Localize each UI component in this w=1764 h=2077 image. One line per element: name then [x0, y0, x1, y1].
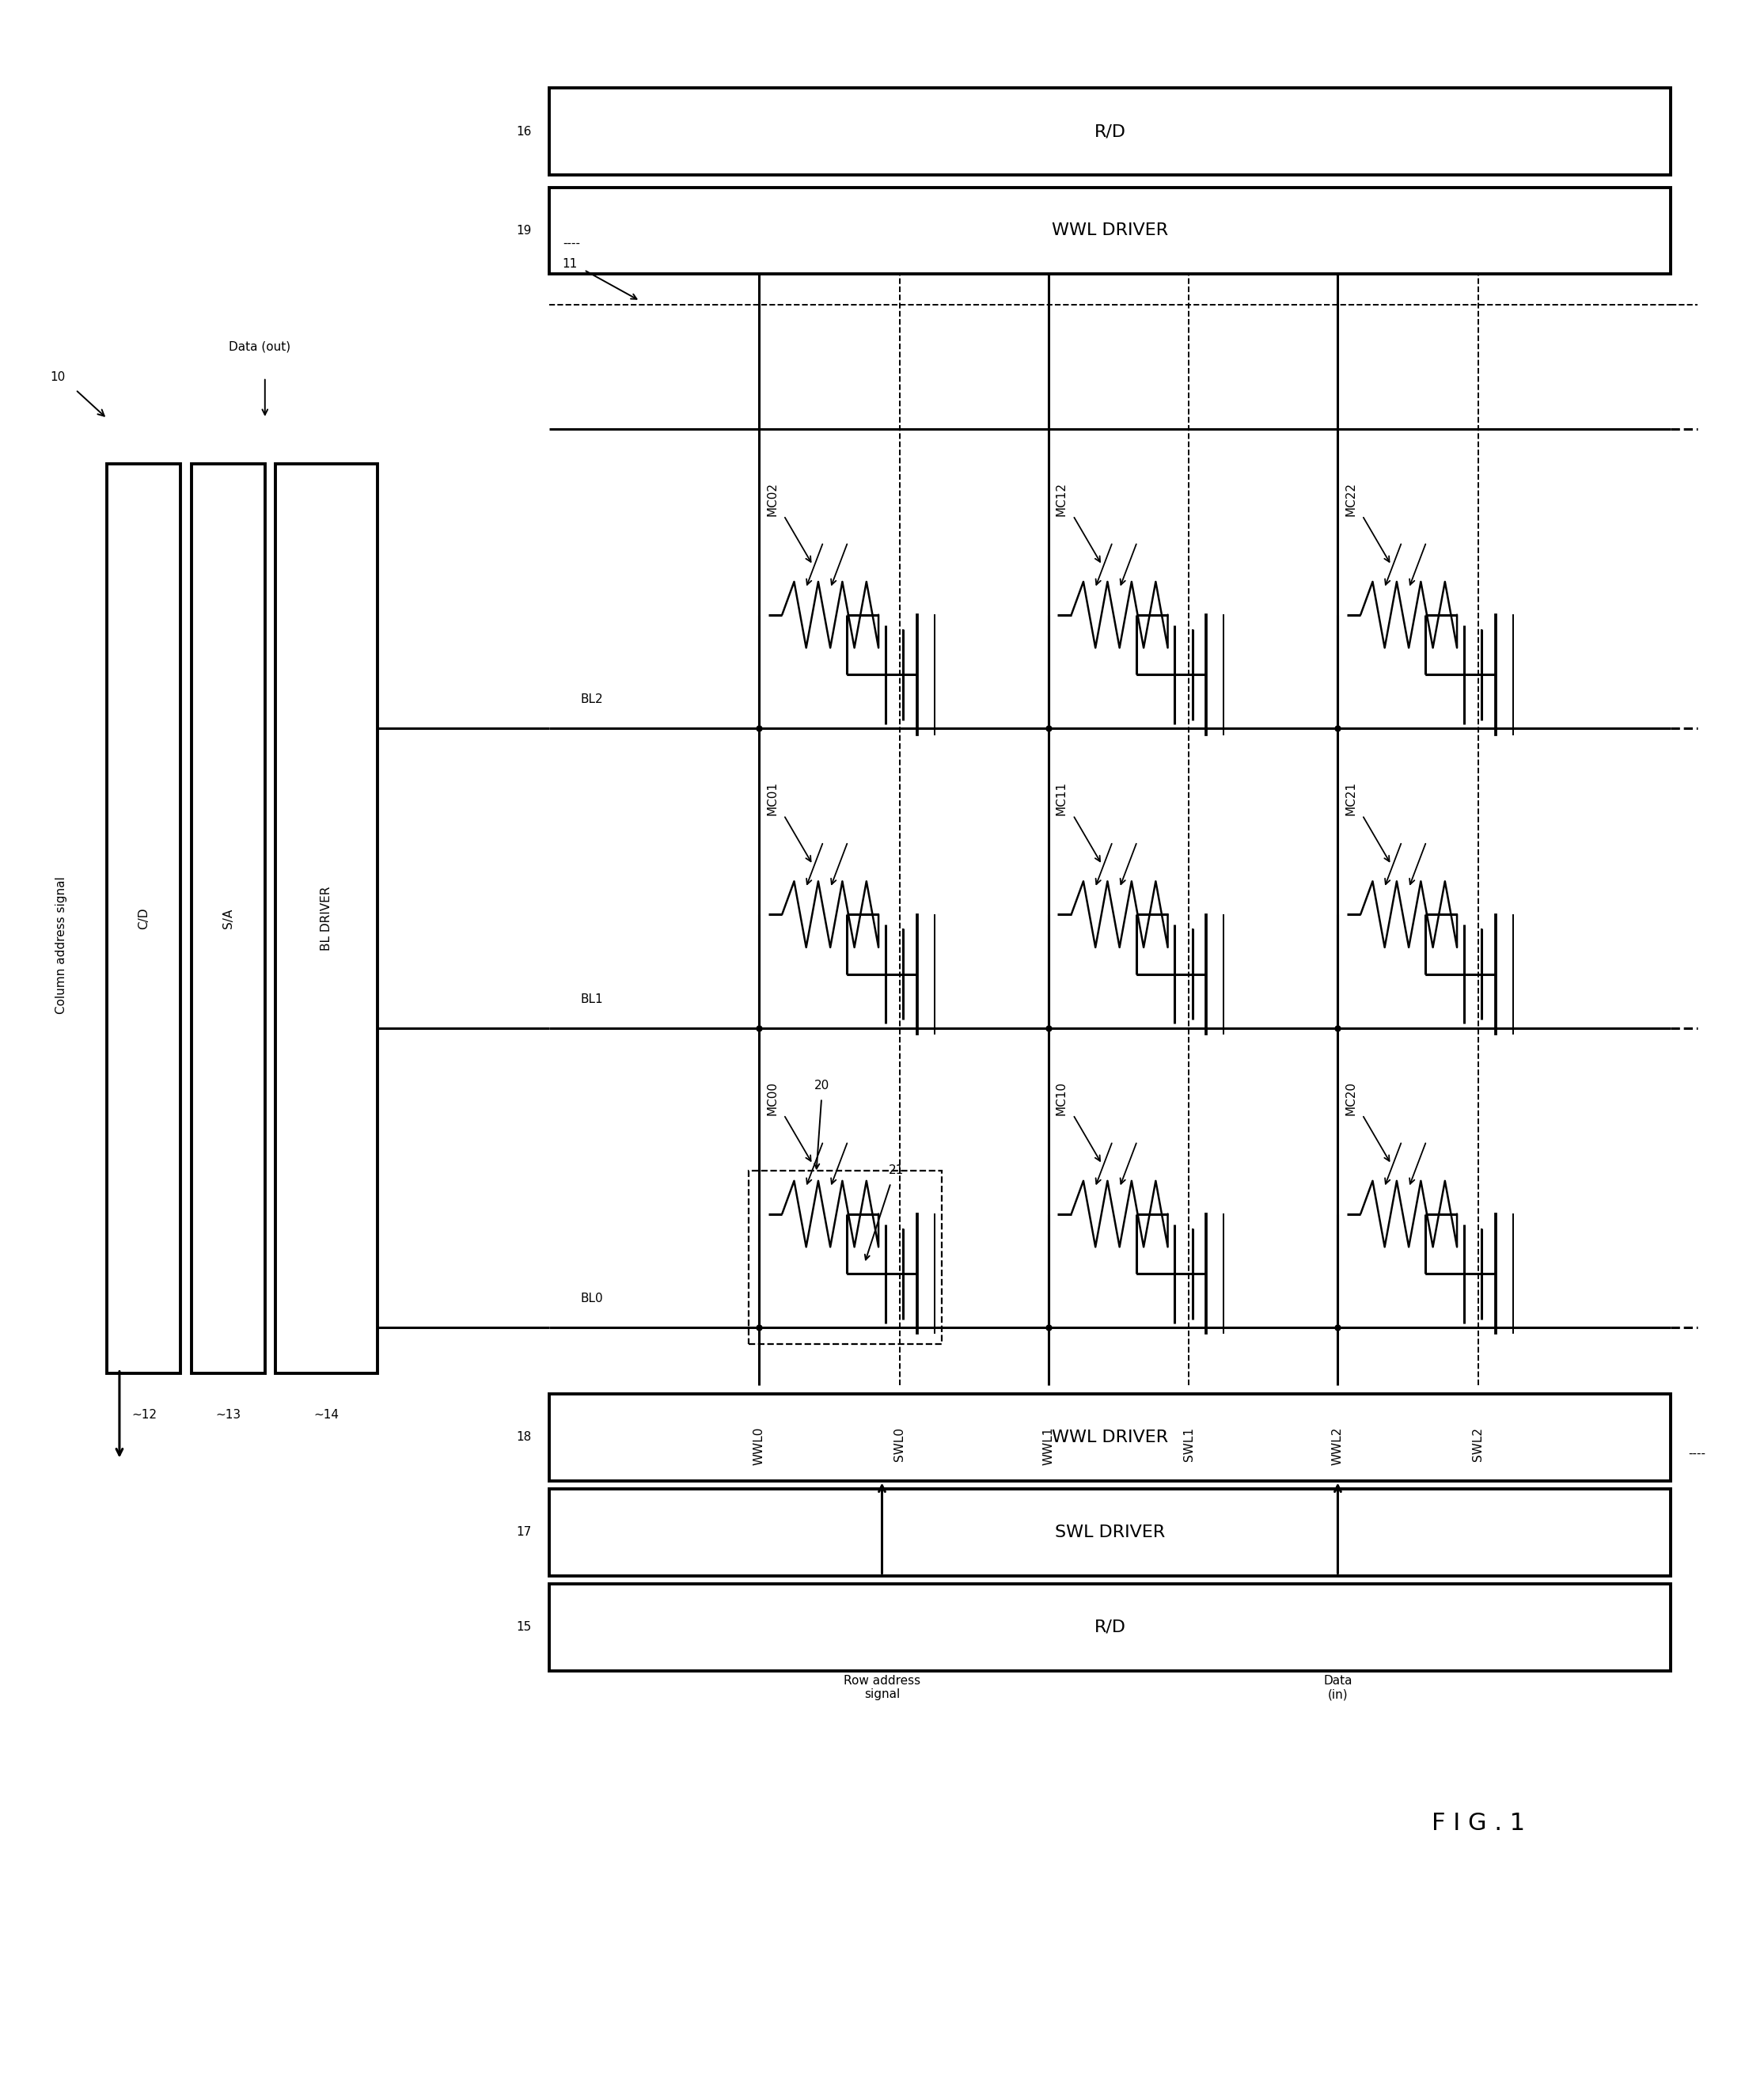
- Text: 16: 16: [517, 125, 531, 137]
- Text: MC12: MC12: [1055, 482, 1067, 515]
- Text: Column address signal: Column address signal: [56, 876, 67, 1014]
- Text: MC20: MC20: [1344, 1082, 1357, 1115]
- Text: MC10: MC10: [1055, 1082, 1067, 1115]
- Text: MC11: MC11: [1055, 781, 1067, 816]
- Text: SWL DRIVER: SWL DRIVER: [1055, 1525, 1164, 1541]
- Text: ----: ----: [563, 237, 580, 249]
- Text: Row address
signal: Row address signal: [843, 1674, 921, 1701]
- Text: 19: 19: [517, 224, 531, 237]
- Bar: [549, 187, 1671, 274]
- Text: 10: 10: [51, 372, 65, 384]
- Bar: [191, 463, 265, 1373]
- Text: R/D: R/D: [1094, 1620, 1125, 1635]
- Text: ----: ----: [1688, 1448, 1706, 1460]
- Text: R/D: R/D: [1094, 125, 1125, 139]
- Text: BL2: BL2: [580, 694, 603, 706]
- Text: WWL2: WWL2: [1332, 1427, 1344, 1464]
- Bar: [549, 1394, 1671, 1481]
- Text: BL1: BL1: [580, 993, 603, 1005]
- Bar: [748, 1171, 942, 1344]
- Text: S/A: S/A: [222, 908, 235, 928]
- Text: C/D: C/D: [138, 908, 150, 930]
- Text: ~12: ~12: [131, 1408, 157, 1421]
- Bar: [275, 463, 377, 1373]
- Text: WWL DRIVER: WWL DRIVER: [1051, 1429, 1168, 1446]
- Text: 18: 18: [517, 1431, 531, 1444]
- Text: MC01: MC01: [766, 781, 778, 816]
- Text: SWL0: SWL0: [894, 1427, 905, 1460]
- Text: 11: 11: [561, 258, 577, 270]
- Text: F I G . 1: F I G . 1: [1431, 1811, 1524, 1836]
- Text: ~14: ~14: [314, 1408, 339, 1421]
- Text: BL0: BL0: [580, 1292, 603, 1304]
- Text: MC21: MC21: [1344, 781, 1357, 816]
- Text: Data (out): Data (out): [229, 341, 291, 353]
- Text: MC22: MC22: [1344, 482, 1357, 515]
- Text: WWL1: WWL1: [1043, 1427, 1055, 1464]
- Bar: [549, 1585, 1671, 1670]
- Text: 20: 20: [813, 1080, 829, 1093]
- Text: ~13: ~13: [215, 1408, 242, 1421]
- Text: WWL DRIVER: WWL DRIVER: [1051, 222, 1168, 239]
- Bar: [108, 463, 180, 1373]
- Text: MC00: MC00: [766, 1082, 778, 1115]
- Text: WWL0: WWL0: [753, 1427, 766, 1464]
- Text: Data
(in): Data (in): [1323, 1674, 1353, 1701]
- Text: MC02: MC02: [766, 482, 778, 515]
- Bar: [549, 87, 1671, 174]
- Text: SWL2: SWL2: [1473, 1427, 1484, 1460]
- Text: 17: 17: [517, 1527, 531, 1539]
- Text: 15: 15: [517, 1622, 531, 1633]
- Text: 21: 21: [889, 1165, 903, 1176]
- Text: BL DRIVER: BL DRIVER: [321, 887, 332, 951]
- Text: SWL1: SWL1: [1184, 1427, 1194, 1460]
- Bar: [549, 1489, 1671, 1576]
